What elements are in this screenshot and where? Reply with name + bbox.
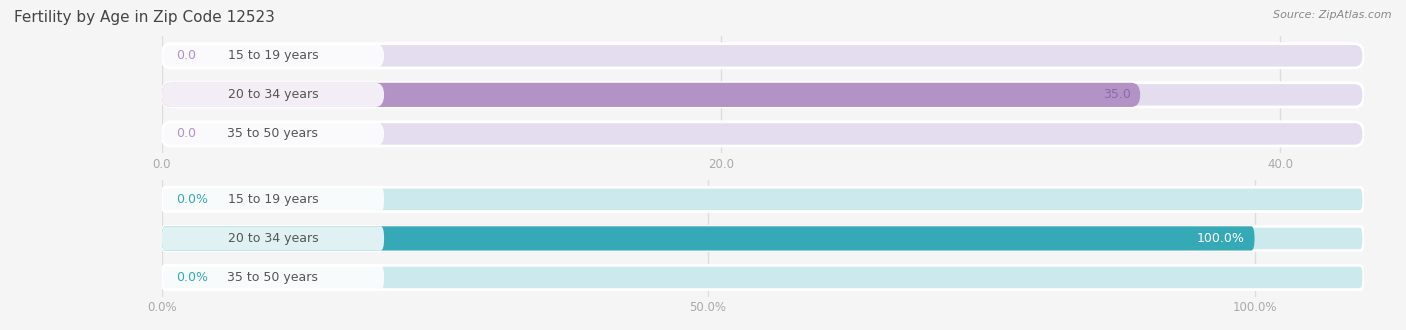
Text: 35 to 50 years: 35 to 50 years [228, 271, 318, 284]
FancyBboxPatch shape [162, 226, 1254, 250]
Text: 35 to 50 years: 35 to 50 years [228, 127, 318, 141]
Text: Fertility by Age in Zip Code 12523: Fertility by Age in Zip Code 12523 [14, 10, 276, 25]
FancyBboxPatch shape [162, 83, 1364, 107]
FancyBboxPatch shape [162, 265, 1364, 290]
FancyBboxPatch shape [162, 44, 384, 68]
Text: Source: ZipAtlas.com: Source: ZipAtlas.com [1274, 10, 1392, 20]
Text: 0.0%: 0.0% [176, 271, 208, 284]
Text: 35.0: 35.0 [1102, 88, 1130, 101]
Text: 0.0%: 0.0% [176, 193, 208, 206]
FancyBboxPatch shape [162, 226, 384, 250]
Text: 15 to 19 years: 15 to 19 years [228, 49, 318, 62]
Text: 20 to 34 years: 20 to 34 years [228, 88, 318, 101]
FancyBboxPatch shape [162, 44, 1364, 68]
Text: 15 to 19 years: 15 to 19 years [228, 193, 318, 206]
FancyBboxPatch shape [162, 226, 1364, 250]
FancyBboxPatch shape [162, 187, 1364, 212]
FancyBboxPatch shape [162, 122, 1364, 146]
Text: 0.0: 0.0 [176, 49, 195, 62]
FancyBboxPatch shape [162, 83, 384, 107]
FancyBboxPatch shape [162, 83, 1140, 107]
Text: 100.0%: 100.0% [1197, 232, 1244, 245]
Text: 20 to 34 years: 20 to 34 years [228, 232, 318, 245]
FancyBboxPatch shape [162, 265, 384, 290]
FancyBboxPatch shape [162, 122, 384, 146]
FancyBboxPatch shape [162, 187, 384, 212]
Text: 0.0: 0.0 [176, 127, 195, 141]
